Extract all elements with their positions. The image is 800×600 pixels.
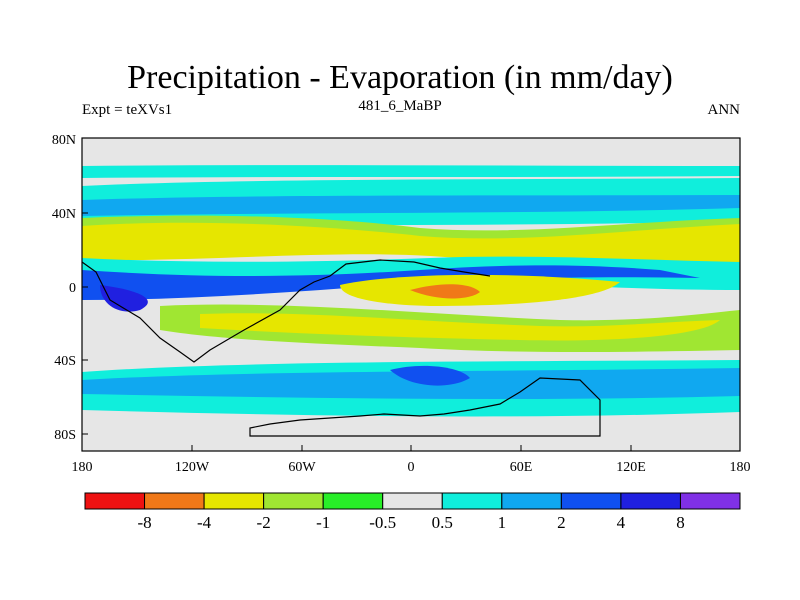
north-cyan-strip — [82, 165, 740, 178]
lon-label-120w: 120W — [175, 460, 210, 475]
colorbar-label: 8 — [676, 513, 685, 532]
colorbar: -8 -4 -2 -1 -0.5 0.5 1 2 4 8 — [84, 492, 741, 532]
colorbar-label: -4 — [197, 513, 212, 532]
colorbar-swatch — [501, 492, 562, 510]
colorbar-swatch — [322, 492, 384, 510]
period-label: 481_6_MaBP — [358, 98, 442, 114]
colorbar-label: -8 — [137, 513, 151, 532]
colorbar-swatch — [203, 492, 265, 510]
map-title: Precipitation - Evaporation (in mm/day) — [127, 59, 673, 96]
lon-label-180w: 180 — [72, 460, 93, 475]
lat-label-80n: 80N — [52, 133, 76, 148]
colorbar-label: 2 — [557, 513, 566, 532]
south-continent-outline — [249, 377, 601, 437]
experiment-label: Expt = teXVs1 — [82, 102, 173, 118]
colorbar-label: -2 — [257, 513, 271, 532]
colorbar-label: -1 — [316, 513, 330, 532]
lat-label-0: 0 — [69, 281, 76, 296]
colorbar-swatch — [144, 492, 205, 510]
colorbar-label: 0.5 — [432, 513, 453, 532]
colorbar-swatch — [84, 492, 146, 510]
map-field — [82, 138, 740, 451]
colorbar-label: -0.5 — [369, 513, 396, 532]
equatorial-darkblue — [100, 285, 148, 312]
colorbar-swatch — [263, 492, 324, 510]
lon-label-60w: 60W — [288, 460, 316, 475]
colorbar-swatch — [560, 492, 622, 510]
lat-label-40n: 40N — [52, 207, 76, 222]
dry-tongue-orange — [410, 284, 480, 299]
southern-blue-band — [82, 368, 740, 400]
north-subtropic-yellow — [82, 218, 740, 266]
north-subtropic-green — [82, 215, 740, 239]
colorbar-label: 1 — [498, 513, 507, 532]
southern-darkblue-patch — [390, 365, 470, 386]
season-label: ANN — [707, 102, 741, 118]
longitude-axis: 180 120W 60W 0 60E 120E 180 — [72, 445, 751, 475]
colorbar-label: 4 — [617, 513, 626, 532]
continent-outline — [82, 259, 491, 363]
colorbar-swatch — [620, 492, 681, 510]
lon-label-60e: 60E — [510, 460, 533, 475]
lon-label-0: 0 — [408, 460, 415, 475]
lat-label-40s: 40S — [54, 354, 76, 369]
colorbar-swatch — [679, 492, 741, 510]
dry-tongue-yellow — [340, 274, 620, 306]
lat-label-80s: 80S — [54, 428, 76, 443]
colorbar-swatch — [441, 492, 503, 510]
lon-label-180e: 180 — [730, 460, 751, 475]
lon-label-120e: 120E — [616, 460, 646, 475]
northern-blue-band — [82, 195, 740, 216]
latitude-axis: 80N 40N 0 40S 80S — [52, 133, 88, 443]
colorbar-swatch — [382, 492, 443, 510]
south-subtropic-yellow — [200, 313, 720, 341]
